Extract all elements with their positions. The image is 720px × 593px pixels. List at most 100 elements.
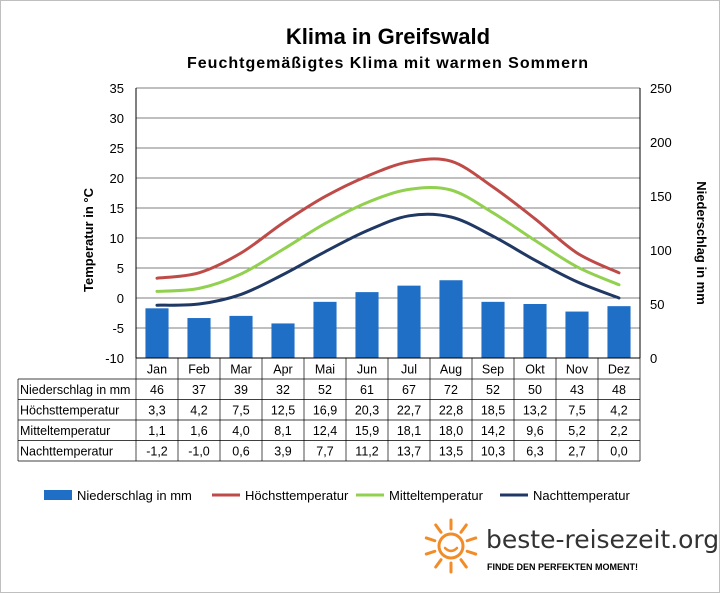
bar-aug bbox=[439, 280, 463, 358]
sun-ray bbox=[459, 523, 468, 534]
table-cell: 13,7 bbox=[397, 445, 421, 459]
table-cell: 13,5 bbox=[439, 445, 463, 459]
y-tick-label: 30 bbox=[110, 111, 124, 126]
brand-tagline: FINDE DEN PERFEKTEN MOMENT! bbox=[487, 562, 638, 572]
table-cell: 46 bbox=[150, 383, 164, 397]
table-cell: -1,0 bbox=[188, 445, 210, 459]
table-cell: 1,6 bbox=[190, 424, 207, 438]
table-cell: 9,6 bbox=[526, 424, 543, 438]
table-cell: 72 bbox=[444, 383, 458, 397]
x-tick-label: Sep bbox=[482, 363, 504, 377]
bar-okt bbox=[523, 304, 547, 358]
y-tick-label: -10 bbox=[105, 351, 124, 366]
y-tick-label: -5 bbox=[112, 321, 124, 336]
table-cell: 4,2 bbox=[610, 404, 627, 418]
x-tick-label: Feb bbox=[188, 363, 210, 377]
table-cell: 12,5 bbox=[271, 404, 295, 418]
legend-swatch-bar bbox=[44, 490, 72, 500]
x-tick-label: Apr bbox=[273, 363, 292, 377]
table-cell: 10,3 bbox=[481, 445, 505, 459]
table-cell: 39 bbox=[234, 383, 248, 397]
table-cell: 4,2 bbox=[190, 404, 207, 418]
table-cell: 18,1 bbox=[397, 424, 421, 438]
table-cell: 18,5 bbox=[481, 404, 505, 418]
table-cell: 3,9 bbox=[274, 445, 291, 459]
x-tick-label: Jul bbox=[401, 363, 417, 377]
table-cell: 0,6 bbox=[232, 445, 249, 459]
table-cell: 14,2 bbox=[481, 424, 505, 438]
table-cell: 37 bbox=[192, 383, 206, 397]
y-tick-label: 35 bbox=[110, 81, 124, 96]
y2-tick-label: 150 bbox=[650, 189, 672, 204]
legend-entry: Mitteltemperatur bbox=[389, 488, 484, 503]
table-cell: 11,2 bbox=[355, 445, 378, 459]
y2-tick-label: 250 bbox=[650, 81, 672, 96]
table-cell: 61 bbox=[360, 383, 374, 397]
y-tick-label: 5 bbox=[117, 261, 124, 276]
table-cell: 2,7 bbox=[568, 445, 585, 459]
y2-tick-label: 100 bbox=[650, 243, 672, 258]
sun-disc bbox=[437, 532, 465, 560]
chart-subtitle: Feuchtgemäßigtes Klima mit warmen Sommer… bbox=[187, 55, 589, 72]
table-cell: 52 bbox=[318, 383, 332, 397]
table-cell: 12,4 bbox=[313, 424, 337, 438]
bar-feb bbox=[187, 318, 211, 358]
y-tick-label: 0 bbox=[117, 291, 124, 306]
table-cell: -1,2 bbox=[146, 445, 168, 459]
legend-entry: Nachttemperatur bbox=[533, 488, 630, 503]
bar-mar bbox=[229, 315, 253, 358]
y-tick-label: 15 bbox=[110, 201, 124, 216]
bar-jun bbox=[355, 292, 379, 358]
precipitation-bars bbox=[145, 280, 631, 358]
table-cell: 48 bbox=[612, 383, 626, 397]
branding: beste-reisezeit.org FINDE DEN PERFEKTEN … bbox=[424, 518, 719, 574]
table-cell: 22,7 bbox=[397, 404, 421, 418]
x-tick-label: Jun bbox=[357, 363, 377, 377]
bar-apr bbox=[271, 323, 295, 358]
table-cell: 0,0 bbox=[610, 445, 627, 459]
table-cell: 67 bbox=[402, 383, 416, 397]
x-tick-label: Mar bbox=[230, 363, 252, 377]
table-cell: 20,3 bbox=[355, 404, 379, 418]
line-höchsttemperatur bbox=[155, 157, 621, 280]
table-cell: 6,3 bbox=[526, 445, 543, 459]
x-tick-label: Nov bbox=[566, 363, 589, 377]
bar-jan bbox=[145, 308, 169, 358]
y-tick-label: 25 bbox=[110, 141, 124, 156]
y2-tick-label: 0 bbox=[650, 351, 657, 366]
sun-ray bbox=[459, 558, 468, 569]
x-tick-label: Aug bbox=[440, 363, 462, 377]
sun-ray bbox=[465, 536, 478, 543]
x-tick-label: Jan bbox=[147, 363, 167, 377]
table-cell: 1,1 bbox=[148, 424, 165, 438]
table-cell: 8,1 bbox=[274, 424, 291, 438]
table-cell: 16,9 bbox=[313, 404, 337, 418]
table-cell: 43 bbox=[570, 383, 584, 397]
chart-title: Klima in Greifswald bbox=[286, 24, 490, 49]
table-cell: 2,2 bbox=[610, 424, 627, 438]
table-cell: 22,8 bbox=[439, 404, 463, 418]
x-tick-label: Dez bbox=[608, 363, 630, 377]
bar-mai bbox=[313, 301, 337, 358]
y2-axis-label: Niederschlag in mm bbox=[694, 181, 709, 305]
bar-dez bbox=[607, 306, 631, 358]
table-cell: 5,2 bbox=[568, 424, 585, 438]
table-row-header: Niederschlag in mm bbox=[20, 383, 130, 397]
sun-icon bbox=[424, 518, 478, 574]
legend-entry: Höchsttemperatur bbox=[245, 488, 349, 503]
brand-name: beste-reisezeit.org bbox=[486, 525, 719, 554]
table-row-header: Mitteltemperatur bbox=[20, 424, 110, 438]
table-cell: 52 bbox=[486, 383, 500, 397]
bar-jul bbox=[397, 285, 421, 358]
sun-ray bbox=[424, 536, 437, 543]
x-tick-label: Mai bbox=[315, 363, 335, 377]
y2-tick-label: 50 bbox=[650, 297, 664, 312]
table-cell: 32 bbox=[276, 383, 290, 397]
sun-ray bbox=[465, 549, 478, 556]
y2-axis-ticks: 0 50 100 150 200 250 bbox=[650, 81, 672, 366]
sun-ray bbox=[434, 558, 443, 569]
table-cell: 7,7 bbox=[316, 445, 333, 459]
sun-ray bbox=[424, 549, 437, 556]
x-tick-label: Okt bbox=[525, 363, 545, 377]
